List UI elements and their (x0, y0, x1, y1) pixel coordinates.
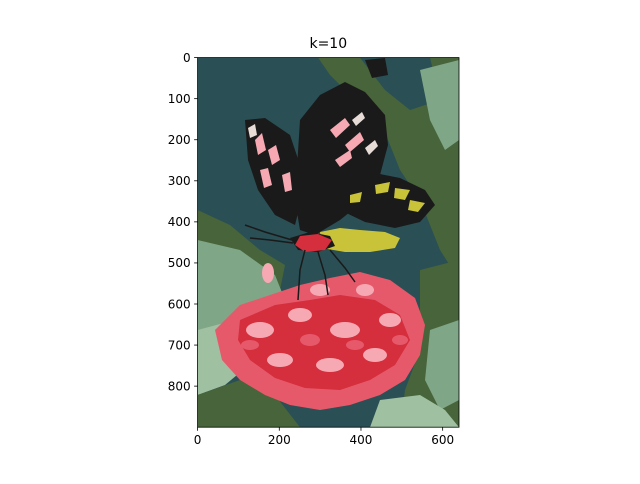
chart-title: k=10 (309, 36, 347, 52)
y-tick-label: 300 (168, 174, 191, 188)
axes-frame (197, 57, 460, 428)
y-tick-label: 200 (168, 133, 191, 147)
quantized-image (197, 57, 459, 428)
y-tick-label: 500 (168, 256, 191, 270)
y-tick-label: 800 (168, 379, 191, 393)
y-tick-label: 100 (168, 92, 191, 106)
y-tick-label: 700 (168, 338, 191, 352)
x-tick-label: 200 (268, 433, 291, 447)
y-tick-label: 0 (183, 51, 191, 65)
x-tick-label: 400 (350, 433, 373, 447)
y-tick-label: 600 (168, 297, 191, 311)
x-tick-label: 600 (431, 433, 454, 447)
y-tick-label: 400 (168, 215, 191, 229)
y-axis: 0 100 200 300 400 500 600 700 800 (168, 51, 198, 393)
x-axis: 0 200 400 600 (194, 427, 454, 447)
x-tick-label: 0 (194, 433, 202, 447)
